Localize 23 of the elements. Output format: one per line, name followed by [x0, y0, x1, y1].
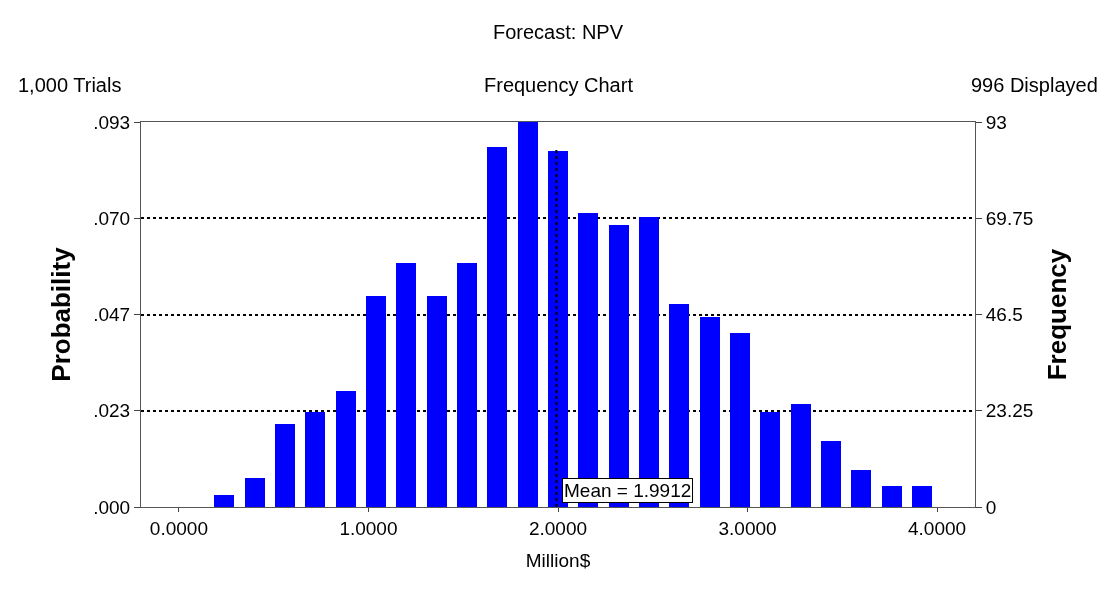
- x-axis-title: Million$: [525, 549, 591, 571]
- x-tick-label: 2.0000: [528, 517, 588, 539]
- x-tick-label: 1.0000: [339, 517, 398, 539]
- chart-title: Forecast: NPV: [493, 21, 624, 43]
- ref-line-label: Mean = 1.9912: [564, 480, 692, 501]
- x-tick-label: 4.0000: [908, 517, 967, 539]
- y2-tick-label: 0: [985, 496, 997, 518]
- x-tick-label: 0.0000: [149, 517, 208, 539]
- y-tick-label: .047: [93, 304, 131, 326]
- y2-tick-label: 93: [985, 111, 1007, 133]
- chart-subtitle: Frequency Chart: [484, 74, 634, 96]
- x-tick-label: 3.0000: [718, 517, 777, 539]
- y2-tick-label: 46.5: [985, 304, 1023, 326]
- y2-tick-label: 23.25: [985, 400, 1034, 422]
- text: 996 Displayed: [971, 74, 1098, 96]
- y2-axis-title: Frequency: [1042, 248, 1073, 381]
- y-tick-label: .000: [93, 496, 131, 518]
- y-tick-label: .093: [93, 111, 131, 133]
- y-axis-title: Probability: [45, 246, 76, 382]
- y-tick-label: .023: [93, 400, 131, 422]
- text: 1,000 Trials: [18, 74, 122, 96]
- y2-tick-label: 69.75: [985, 207, 1034, 229]
- y-tick-label: .070: [93, 207, 131, 229]
